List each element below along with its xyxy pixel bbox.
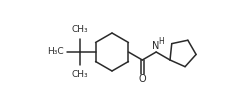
Text: H: H [158, 38, 164, 47]
Text: H₃C: H₃C [47, 48, 63, 57]
Text: N: N [152, 41, 160, 51]
Text: CH₃: CH₃ [71, 25, 88, 34]
Text: O: O [139, 74, 146, 84]
Text: CH₃: CH₃ [71, 70, 88, 79]
